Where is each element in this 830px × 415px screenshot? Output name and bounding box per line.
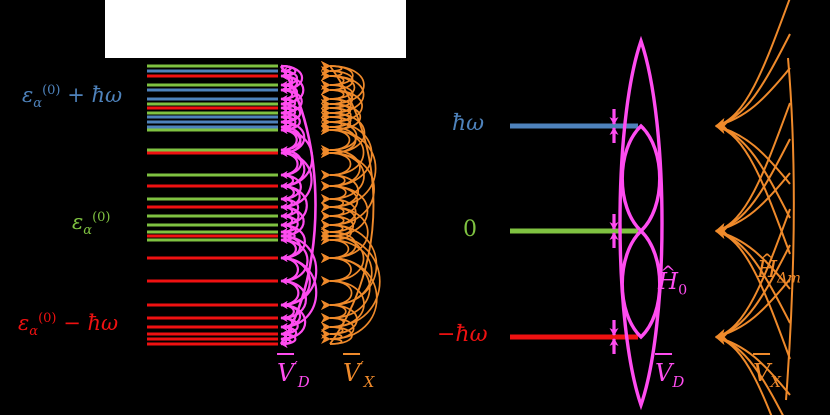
magenta-coupling-arc <box>280 332 297 348</box>
right-level-label-hbar-omega: ħω <box>452 113 484 135</box>
operator-label-VX: VX <box>752 353 781 391</box>
zero-superscript: (0) <box>92 210 111 225</box>
prime-mark: ′ <box>294 358 298 376</box>
orange-coupling-arc <box>320 124 377 208</box>
X-subscript: X <box>363 372 375 391</box>
magenta-coupling-arc <box>280 234 318 309</box>
orange-arc <box>715 334 773 415</box>
magenta-coupling-arc <box>280 205 305 240</box>
orange-coupling-arc <box>320 230 381 328</box>
orange-coupling-arc <box>320 107 366 154</box>
plus-sign: + <box>67 83 85 107</box>
magenta-coupling-arc <box>280 256 318 331</box>
operator-label-H0: ^ H0 <box>658 265 688 299</box>
orange-arc <box>715 228 791 360</box>
right-level-label-minus-hbar-omega: −ħω <box>437 324 488 346</box>
operator-label-VD-prime: V′D <box>276 353 310 391</box>
minus-hbar-omega-text: −ħω <box>437 322 488 347</box>
V-glyph: V <box>753 359 771 387</box>
V-glyph: V <box>655 359 673 387</box>
magenta-coupling-arc <box>280 88 303 117</box>
alpha-subscript: α <box>83 223 93 239</box>
zero-superscript: (0) <box>38 311 57 326</box>
alpha-subscript: α <box>33 96 43 112</box>
orange-arc <box>715 208 791 340</box>
magenta-coupling-arc <box>280 64 303 94</box>
orange-coupling-arc <box>320 70 365 114</box>
left-label-top: εα(0) + ħω <box>22 84 122 110</box>
magenta-coupling-arc <box>280 279 307 322</box>
left-label-middle: εα(0) <box>72 211 111 237</box>
left-label-bottom: εα(0) − ħω <box>18 312 118 338</box>
magenta-coupling-arc <box>280 223 306 262</box>
magenta-loop <box>620 123 662 234</box>
orange-coupling-arc <box>320 147 375 226</box>
orange-coupling-arc <box>320 201 369 259</box>
hat-accent: ^ <box>759 251 775 273</box>
magenta-coupling-arc <box>280 303 307 343</box>
orange-arc <box>715 102 791 234</box>
orange-coupling-arc <box>320 84 363 123</box>
epsilon-symbol: ε <box>72 210 84 234</box>
magenta-coupling-arc <box>280 74 305 108</box>
orange-coupling-arc <box>320 116 373 187</box>
orange-arc <box>715 0 791 129</box>
magenta-loop <box>620 228 662 340</box>
magenta-loop <box>618 35 664 411</box>
alpha-subscript: α <box>29 324 39 340</box>
white-redaction-box <box>105 0 406 58</box>
magenta-coupling-arc <box>280 184 308 229</box>
magenta-coupling-arc <box>280 151 313 211</box>
operator-label-VD: VD <box>654 353 685 391</box>
orange-coupling-arc <box>320 98 361 131</box>
operator-label-H-delta-m: ^ HΔm <box>757 253 801 287</box>
magenta-envelope-arc <box>279 65 317 345</box>
hbar-omega-text: ħω <box>452 111 485 136</box>
right-level-label-zero: 0 <box>463 219 477 241</box>
epsilon-symbol: ε <box>18 311 30 335</box>
hat-accent: ^ <box>660 263 676 285</box>
orange-coupling-arc <box>320 180 369 237</box>
X-subscript: X <box>770 372 781 391</box>
delta-m-subscript: Δm <box>777 270 801 287</box>
magenta-coupling-arc <box>280 148 303 179</box>
zero-superscript: (0) <box>42 83 61 98</box>
V-glyph: V <box>277 359 295 387</box>
orange-spine <box>785 57 795 401</box>
prime-mark: ′ <box>360 358 364 376</box>
hbar-omega: ħω <box>91 83 123 107</box>
H-glyph: H <box>658 269 679 295</box>
zero-subscript: 0 <box>678 282 688 299</box>
orange-coupling-arc <box>320 299 358 335</box>
zero-text: 0 <box>463 217 477 242</box>
H-glyph: H <box>757 257 778 283</box>
hbar-omega: ħω <box>87 311 119 335</box>
D-subscript: D <box>297 372 310 391</box>
V-glyph: V <box>343 359 361 387</box>
orange-coupling-arc <box>320 252 378 340</box>
minus-sign: − <box>63 311 81 335</box>
magenta-coupling-arc <box>280 238 309 285</box>
epsilon-symbol: ε <box>22 83 34 107</box>
orange-envelope-arc <box>329 65 375 345</box>
operator-label-VX-prime: V′X <box>342 353 375 391</box>
D-subscript: D <box>672 372 685 391</box>
magenta-coupling-arc <box>280 173 302 203</box>
orange-coupling-arc <box>320 60 365 105</box>
